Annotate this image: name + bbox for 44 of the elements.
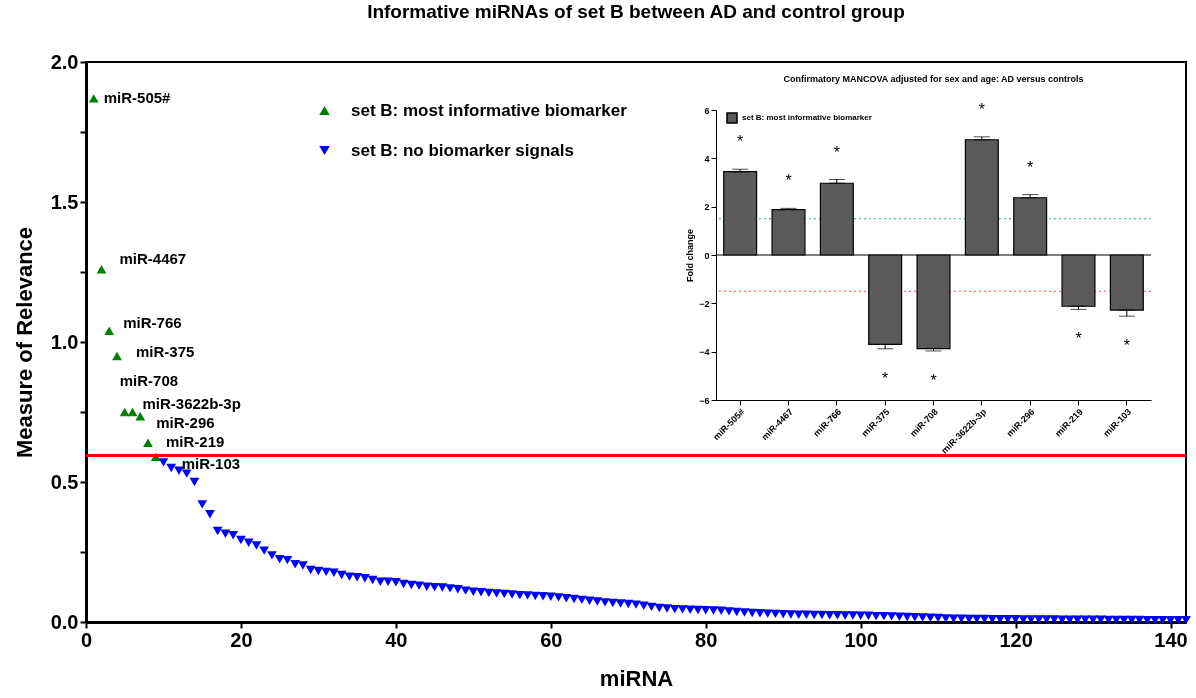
annotation: * — [785, 172, 792, 190]
y-tick-label: −4 — [699, 347, 710, 358]
annotation: miR-4467 — [119, 250, 187, 268]
x-tick-label: 20 — [230, 628, 253, 651]
x-axis-title: miRNA — [599, 665, 674, 691]
chart-title: Informative miRNAs of set B between AD and control group — [367, 1, 905, 22]
legend-label: set B: most informative biomarker — [351, 100, 628, 120]
annotation: miR-375 — [135, 343, 195, 360]
x-tick-label: 60 — [540, 628, 563, 651]
y-tick-label: 1.0 — [50, 330, 79, 353]
annotation: miR-708 — [119, 372, 179, 389]
legend-label: set B: most informative biomarker — [742, 113, 872, 122]
y-tick-label: −6 — [699, 395, 710, 406]
x-tick-label: 40 — [385, 628, 408, 651]
annotation: miR-505# — [103, 89, 172, 107]
annotation: miR-766 — [123, 313, 182, 331]
y-tick-label: 1.5 — [50, 190, 79, 213]
x-tick-label: 140 — [1154, 628, 1188, 651]
annotation: miR-103 — [181, 454, 241, 472]
annotation: * — [882, 369, 889, 387]
y-tick-label: 0.5 — [50, 470, 79, 493]
annotation: * — [978, 100, 985, 118]
x-tick-label: 80 — [695, 628, 718, 651]
y-tick-label: 4 — [704, 153, 710, 164]
annotation: * — [833, 143, 840, 161]
y-tick-label: 2.0 — [50, 50, 79, 73]
annotation: * — [1123, 337, 1130, 355]
annotation: * — [737, 133, 744, 151]
annotation: * — [930, 371, 937, 389]
annotation: * — [1027, 158, 1034, 176]
annotation: * — [1075, 330, 1082, 348]
x-tick-label: 100 — [844, 628, 878, 651]
y-tick-label: 6 — [704, 105, 710, 116]
x-tick-label: 120 — [999, 628, 1033, 651]
y-tick-label: 0.0 — [50, 610, 79, 633]
annotation: miR-3622b-3p — [142, 395, 241, 412]
y-tick-label: 2 — [704, 202, 710, 213]
y-tick-label: 0 — [704, 250, 710, 261]
y-axis-title: Measure of Relevance — [11, 226, 37, 459]
chart-title: Confirmatory MANCOVA adjusted for sex and age: AD versus controls — [783, 73, 1084, 84]
x-tick-label: 0 — [80, 628, 93, 651]
legend-label: set B: no biomarker signals — [351, 140, 574, 160]
y-tick-label: −2 — [699, 298, 710, 309]
y-axis-title: Fold change — [685, 228, 696, 283]
